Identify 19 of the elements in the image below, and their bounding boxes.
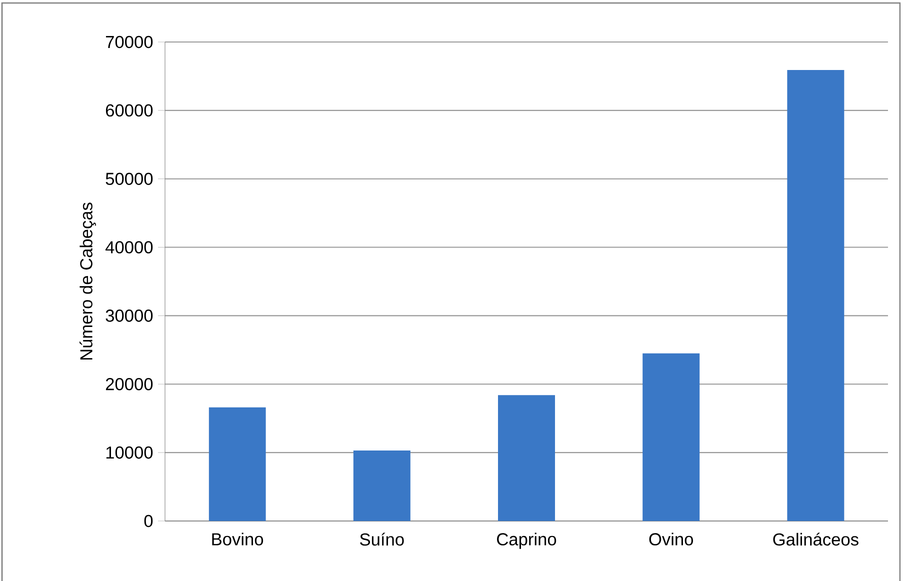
y-tick-label: 20000: [106, 378, 153, 390]
y-tick-label: 10000: [106, 446, 153, 459]
bar: [642, 353, 700, 521]
x-tick-label: Galináceos: [773, 532, 858, 546]
bar: [208, 407, 266, 521]
bar: [353, 450, 410, 521]
y-tick-label: 40000: [105, 241, 153, 254]
x-tick-label: Caprino: [497, 532, 556, 549]
x-tick-label: Bovino: [212, 532, 264, 546]
y-tick-label: 50000: [106, 172, 153, 185]
y-axis-title: Número de Cabeças: [80, 202, 96, 360]
y-tick-label: 70000: [106, 36, 153, 48]
x-tick-label: Ovino: [649, 532, 693, 546]
y-tick-label: 30000: [106, 310, 153, 322]
bar: [498, 395, 555, 521]
bar: [787, 70, 844, 521]
x-tick-label: Suíno: [360, 532, 404, 546]
y-tick-label: 0: [144, 514, 153, 528]
y-tick-label: 60000: [106, 104, 153, 117]
